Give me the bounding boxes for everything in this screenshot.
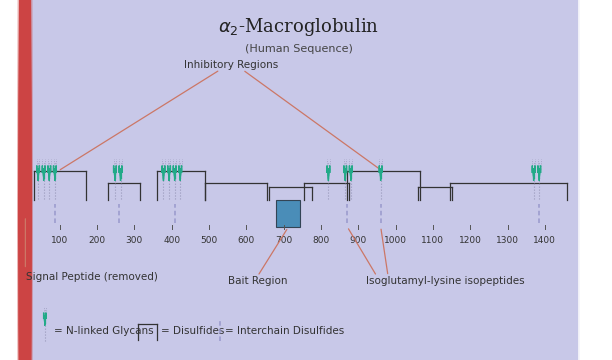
Text: 1400: 1400 <box>534 236 556 245</box>
Text: 600: 600 <box>237 236 255 245</box>
Text: 1100: 1100 <box>422 236 444 245</box>
Text: 200: 200 <box>89 236 106 245</box>
Text: 400: 400 <box>163 236 180 245</box>
Text: Bait Region: Bait Region <box>228 276 287 287</box>
Text: 700: 700 <box>275 236 293 245</box>
Text: 1300: 1300 <box>496 236 519 245</box>
Text: (Human Sequence): (Human Sequence) <box>245 44 353 54</box>
Text: Signal Peptide (removed): Signal Peptide (removed) <box>26 272 158 282</box>
Text: Inhibitory Regions: Inhibitory Regions <box>184 60 278 70</box>
FancyBboxPatch shape <box>21 0 579 360</box>
Text: Isoglutamyl-lysine isopeptides: Isoglutamyl-lysine isopeptides <box>366 276 524 287</box>
Text: 1000: 1000 <box>384 236 407 245</box>
Text: 1200: 1200 <box>459 236 482 245</box>
Text: 100: 100 <box>51 236 69 245</box>
Text: = Interchain Disulfides: = Interchain Disulfides <box>225 326 344 336</box>
Text: 800: 800 <box>312 236 329 245</box>
FancyBboxPatch shape <box>18 0 32 360</box>
Text: 300: 300 <box>125 236 143 245</box>
Text: $\alpha_2$-Macroglobulin: $\alpha_2$-Macroglobulin <box>218 16 379 38</box>
Bar <box>276 200 300 227</box>
Text: = Disulfides: = Disulfides <box>161 326 225 336</box>
Text: 900: 900 <box>349 236 367 245</box>
Text: = N-linked Glycans: = N-linked Glycans <box>54 326 154 336</box>
Text: 500: 500 <box>200 236 218 245</box>
